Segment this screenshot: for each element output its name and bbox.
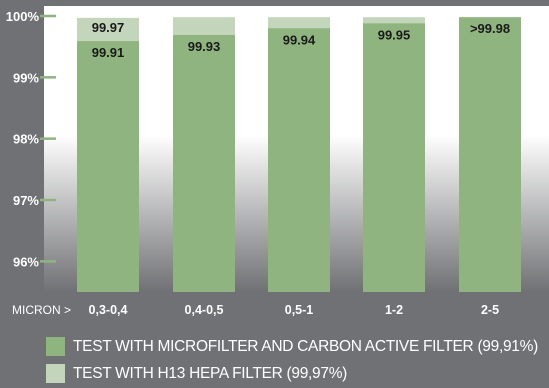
legend-label-hepa: TEST WITH H13 HEPA FILTER (99,97%) — [73, 364, 348, 382]
data-label-microfilter-1: 99.93 — [188, 39, 221, 54]
legend-swatch-microfilter — [46, 337, 65, 356]
data-label-microfilter-4: >99.98 — [470, 21, 510, 36]
legend-item-hepa: TEST WITH H13 HEPA FILTER (99,97%) — [46, 361, 546, 386]
bar-microfilter-4 — [459, 17, 521, 293]
x-tick-label-1: 0,4-0,5 — [185, 303, 224, 317]
data-label-microfilter-0: 99.91 — [92, 45, 125, 60]
data-label-hepa-0: 99.97 — [92, 20, 125, 35]
x-tick-label-3: 1-2 — [385, 303, 403, 317]
bar-microfilter-0 — [77, 41, 139, 292]
bar-microfilter-1 — [173, 35, 235, 292]
x-tick-label-2: 0,5-1 — [285, 303, 314, 317]
x-tick-label-4: 2-5 — [481, 303, 499, 317]
data-label-microfilter-2: 99.94 — [283, 32, 316, 47]
data-label-microfilter-3: 99.95 — [378, 27, 411, 42]
legend-label-microfilter: TEST WITH MICROFILTER AND CARBON ACTIVE … — [73, 337, 538, 355]
x-axis-label: MICRON > — [12, 303, 71, 317]
legend-swatch-hepa — [46, 364, 65, 383]
legend: TEST WITH MICROFILTER AND CARBON ACTIVE … — [46, 334, 546, 388]
chart: 100% 99% 98% 97% 96% 99.97 99.91 99.93 99.94 99.… — [5, 6, 549, 317]
bar-microfilter-3 — [363, 23, 425, 293]
y-tick-label-1: 99% — [13, 70, 39, 85]
y-tick-label-0: 100% — [6, 9, 40, 24]
bar-microfilter-2 — [268, 28, 330, 293]
y-tick-label-4: 96% — [13, 254, 39, 269]
legend-item-microfilter: TEST WITH MICROFILTER AND CARBON ACTIVE … — [46, 334, 546, 359]
y-tick-label-3: 97% — [13, 193, 39, 208]
x-tick-label-0: 0,3-0,4 — [89, 303, 128, 317]
y-tick-label-2: 98% — [13, 132, 39, 147]
